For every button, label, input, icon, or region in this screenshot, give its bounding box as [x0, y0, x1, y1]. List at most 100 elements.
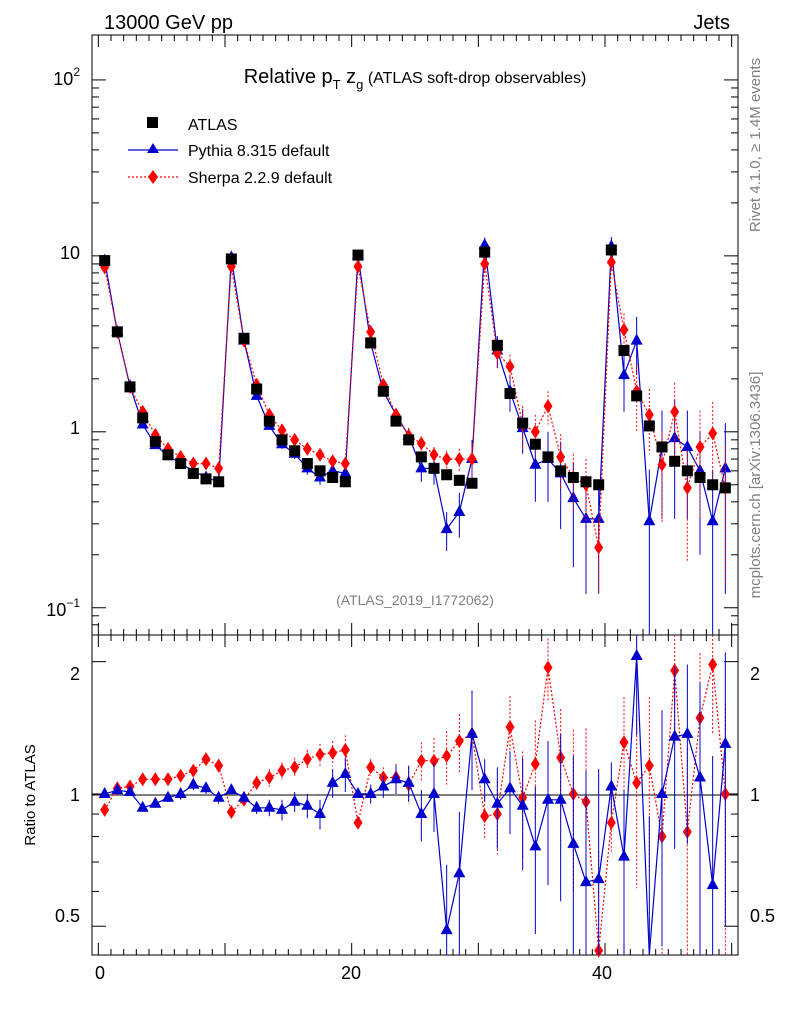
- mcplots-label: mcplots.cern.ch [arXiv:1306.3436]: [747, 372, 764, 599]
- legend-label-sherpa: Sherpa 2.2.9 default: [188, 170, 333, 187]
- atlas-point: [694, 471, 706, 483]
- atlas-point: [567, 471, 579, 483]
- ratio-pythia-point: [592, 872, 605, 884]
- ratio-pythia-point: [440, 923, 453, 935]
- sherpa-point: [188, 456, 198, 471]
- legend-label-atlas: ATLAS: [188, 117, 238, 134]
- ratio-pythia-point: [288, 794, 301, 806]
- ratio-tick-label-right-0.5: 0.5: [750, 906, 775, 926]
- ratio-pythia-point: [149, 796, 162, 808]
- sherpa-point: [530, 424, 540, 439]
- ratio-sherpa-point: [226, 804, 236, 819]
- ratio-sherpa-point: [188, 763, 198, 778]
- atlas-point: [314, 465, 326, 477]
- sherpa-line: [104, 262, 726, 548]
- sherpa-point: [670, 404, 680, 419]
- ratio-sherpa-point: [290, 760, 300, 775]
- sherpa-point: [543, 399, 553, 414]
- ratio-pythia-point: [301, 798, 314, 810]
- ratio-pythia-point: [326, 775, 339, 787]
- ratio-pythia-point: [263, 800, 276, 812]
- ratio-pythia-point: [491, 796, 504, 808]
- ratio-pythia-point: [162, 790, 174, 802]
- ratio-pythia-point: [504, 781, 516, 793]
- ratio-pythia-point: [630, 649, 643, 661]
- ratio-sherpa-point: [480, 809, 490, 824]
- ratio-pythia-point: [250, 800, 263, 812]
- ratio-sherpa-point: [328, 745, 338, 760]
- ratio-pythia-point: [98, 786, 111, 798]
- pythia-point: [529, 457, 542, 469]
- atlas-point: [593, 479, 605, 491]
- atlas-point: [504, 388, 516, 400]
- ratio-pythia-point: [124, 785, 136, 797]
- ratio-pythia-point: [605, 779, 618, 791]
- atlas-point: [555, 465, 567, 477]
- atlas-point: [415, 451, 427, 463]
- ratio-pythia-point: [212, 790, 225, 802]
- ratio-pythia-point: [415, 807, 428, 819]
- atlas-point: [251, 383, 263, 395]
- sherpa-point: [695, 439, 705, 454]
- sherpa-point: [315, 447, 325, 462]
- pythia-point: [440, 522, 453, 534]
- sherpa-point: [429, 447, 439, 462]
- legend-marker-sherpa: [148, 170, 158, 184]
- atlas-point: [390, 415, 402, 427]
- sherpa-point: [366, 324, 376, 339]
- sherpa-point: [594, 540, 604, 555]
- ratio-pythia-point: [668, 729, 681, 741]
- ratio-sherpa-point: [530, 756, 540, 771]
- pythia-point: [478, 238, 491, 250]
- ratio-sherpa-line: [104, 664, 726, 951]
- sherpa-point: [606, 255, 616, 270]
- atlas-point: [707, 479, 719, 491]
- ratio-pythia-point: [402, 775, 415, 787]
- atlas-point: [99, 255, 111, 267]
- ratio-sherpa-point: [315, 747, 325, 762]
- atlas-point: [441, 469, 453, 481]
- atlas-point: [403, 434, 415, 446]
- ratio-sherpa-point: [100, 802, 110, 817]
- atlas-point: [301, 458, 313, 470]
- y-tick-base: 10: [53, 69, 73, 89]
- pythia-point: [580, 511, 592, 523]
- atlas-point: [631, 390, 643, 402]
- sherpa-point: [657, 457, 667, 472]
- ratio-pythia-point: [681, 726, 694, 738]
- sherpa-point: [353, 259, 363, 274]
- ratio-sherpa-point: [138, 772, 148, 787]
- sherpa-point: [644, 407, 654, 422]
- ratio-pythia-point: [618, 849, 630, 861]
- atlas-point: [656, 441, 668, 453]
- atlas-point: [225, 253, 237, 265]
- atlas-point: [365, 337, 377, 349]
- ratio-ylabel: Ratio to ATLAS: [22, 744, 39, 845]
- ratio-sherpa-point: [163, 772, 173, 787]
- ratio-pythia-point: [453, 866, 466, 878]
- atlas-point: [175, 458, 187, 470]
- atlas-point: [580, 476, 592, 488]
- y-tick-exp: −1: [66, 596, 80, 610]
- atlas-point: [289, 445, 301, 457]
- atlas-point: [491, 339, 503, 351]
- sherpa-point: [708, 426, 718, 441]
- ratio-sherpa-point: [277, 763, 287, 778]
- sherpa-point: [416, 436, 426, 451]
- sherpa-point: [454, 452, 464, 467]
- ratio-pythia-point: [136, 800, 149, 812]
- atlas-point: [517, 417, 529, 429]
- legend-marker-atlas: [147, 117, 158, 128]
- ratio-sherpa-point: [708, 657, 718, 672]
- ratio-pythia-point: [706, 878, 719, 890]
- atlas-point: [238, 332, 250, 344]
- ratio-pythia-point: [276, 802, 288, 814]
- atlas-point: [263, 415, 275, 427]
- pythia-line: [104, 245, 726, 531]
- sherpa-point: [467, 452, 477, 467]
- pythia-point: [643, 514, 656, 526]
- ratio-sherpa-point: [606, 815, 616, 830]
- ratio-sherpa-point: [505, 720, 515, 735]
- sherpa-point: [505, 359, 515, 374]
- atlas-point: [479, 246, 491, 258]
